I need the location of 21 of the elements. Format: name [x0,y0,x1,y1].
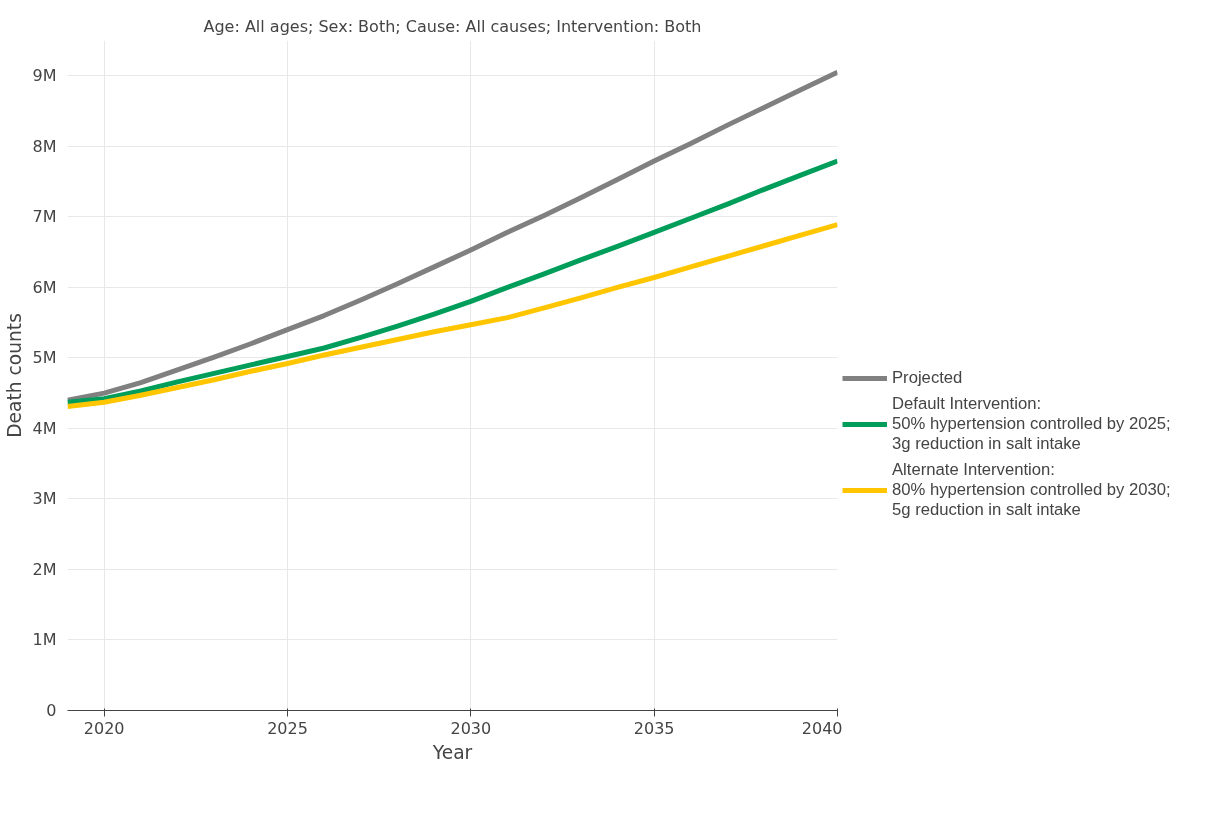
x-tick-label: 2025 [267,718,308,738]
y-tick-label: 4M [32,418,57,438]
legend-label: Default Intervention: 50% hypertension controlled by 2025; 3g reduction in salt intake [892,394,1171,454]
y-tick-label: 5M [32,348,57,368]
chart-title: Age: All ages; Sex: Both; Cause: All causes; Intervention: Both [203,16,702,36]
y-axis-title: Death counts [3,313,25,438]
y-tick-label: 3M [32,489,57,509]
legend-label: Alternate Intervention: 80% hypertension controlled by 2030; 5g reduction in salt intake [892,460,1171,520]
x-tick-label: 2035 [633,718,675,738]
x-tick-label: 2040 [801,718,843,738]
legend-label: Projected [892,368,963,388]
y-tick-label: 2M [32,559,57,579]
y-tick-label: 0 [46,701,57,720]
y-tick-label: 6M [32,277,57,297]
y-tick-label: 7M [32,207,57,227]
x-tick-label: 2020 [83,718,125,738]
y-tick-label: 8M [32,136,57,156]
x-tick-label: 2030 [450,718,492,738]
x-axis-title: Year [431,741,473,763]
y-tick-label: 9M [32,66,57,86]
y-tick-label: 1M [32,630,57,650]
